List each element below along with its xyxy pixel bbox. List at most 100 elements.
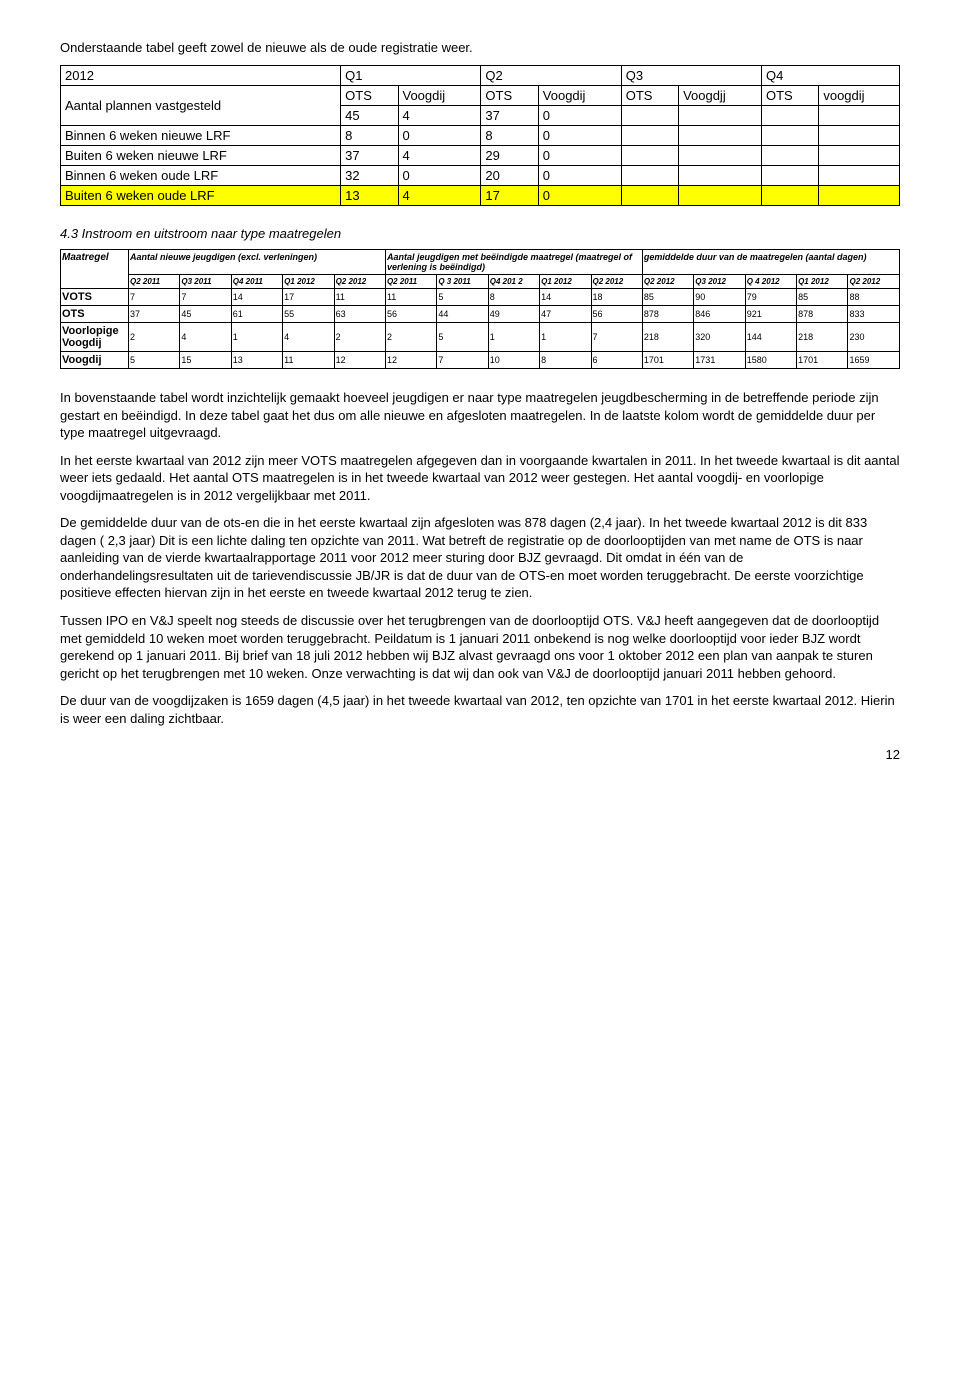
t2-group2: Aantal jeugdigen met beëindigde maatrege… — [385, 250, 642, 275]
t1-r2-c3: 0 — [538, 146, 621, 166]
t2-group1: Aantal nieuwe jeugdigen (excl. verlening… — [129, 250, 386, 275]
t2-r0-c1: 7 — [180, 289, 231, 306]
t2-r3-c1: 15 — [180, 352, 231, 369]
t2-r2-c9: 7 — [591, 323, 642, 352]
t2-r3-c3: 11 — [283, 352, 334, 369]
t2-qh-9: Q2 2012 — [591, 275, 642, 289]
t2-r3-c11: 1731 — [694, 352, 745, 369]
t1-r4-c1: 4 — [398, 186, 481, 206]
t1-r1-c4 — [621, 126, 678, 146]
t2-r2-c4: 2 — [334, 323, 385, 352]
t2-r2-c13: 218 — [797, 323, 848, 352]
t2-r0-c8: 14 — [540, 289, 591, 306]
t1-q4: Q4 — [761, 66, 899, 86]
t1-h-voogdij1: Voogdij — [398, 86, 481, 106]
t2-r1-c12: 921 — [745, 306, 796, 323]
para-2: In het eerste kwartaal van 2012 zijn mee… — [60, 452, 900, 505]
t1-r3-c1: 0 — [398, 166, 481, 186]
t2-r3-c10: 1701 — [642, 352, 693, 369]
t2-r2-c14: 230 — [848, 323, 900, 352]
t2-r1-c11: 846 — [694, 306, 745, 323]
t2-r3-c8: 8 — [540, 352, 591, 369]
t1-r1-c7 — [819, 126, 900, 146]
t1-r0-c5 — [679, 106, 762, 126]
t2-r3-c12: 1580 — [745, 352, 796, 369]
t2-r1-c6: 44 — [437, 306, 488, 323]
t1-r1-c0: 8 — [341, 126, 398, 146]
t2-r1-c0: 37 — [129, 306, 180, 323]
t1-r0-c4 — [621, 106, 678, 126]
t2-r2-label: Voorlopige Voogdij — [61, 323, 129, 352]
t1-r3-c4 — [621, 166, 678, 186]
t1-r1-c3: 0 — [538, 126, 621, 146]
t1-r0-c2: 37 — [481, 106, 538, 126]
t1-r2-c1: 4 — [398, 146, 481, 166]
t1-q3: Q3 — [621, 66, 761, 86]
table-registration: 2012 Q1 Q2 Q3 Q4 Aantal plannen vastgest… — [60, 65, 900, 206]
t2-r1-label: OTS — [61, 306, 129, 323]
t1-r3-label: Binnen 6 weken oude LRF — [61, 166, 341, 186]
t1-r0-c7 — [819, 106, 900, 126]
t1-r0-c1: 4 — [398, 106, 481, 126]
t2-qh-10: Q2 2012 — [642, 275, 693, 289]
t1-year: 2012 — [61, 66, 341, 86]
t1-r4-c6 — [761, 186, 818, 206]
t2-r1-c7: 49 — [488, 306, 539, 323]
t2-r0-c2: 14 — [231, 289, 282, 306]
t1-r2-c2: 29 — [481, 146, 538, 166]
t2-qh-5: Q2 2011 — [385, 275, 436, 289]
t2-r0-label: VOTS — [61, 289, 129, 306]
t2-r3-c14: 1659 — [848, 352, 900, 369]
t2-r1-c3: 55 — [283, 306, 334, 323]
t1-r3-c6 — [761, 166, 818, 186]
t2-r0-c14: 88 — [848, 289, 900, 306]
t2-r2-c8: 1 — [540, 323, 591, 352]
t1-r4-c7 — [819, 186, 900, 206]
t2-r0-c10: 85 — [642, 289, 693, 306]
t2-qh-2: Q4 2011 — [231, 275, 282, 289]
t1-r2-c6 — [761, 146, 818, 166]
t2-qh-7: Q4 201 2 — [488, 275, 539, 289]
t1-r1-c2: 8 — [481, 126, 538, 146]
t2-r0-c3: 17 — [283, 289, 334, 306]
t1-r4-c0: 13 — [341, 186, 398, 206]
t2-r3-c6: 7 — [437, 352, 488, 369]
t2-r1-c2: 61 — [231, 306, 282, 323]
t2-r0-c5: 11 — [385, 289, 436, 306]
t1-h-voogdij2: Voogdij — [538, 86, 621, 106]
t2-r3-c4: 12 — [334, 352, 385, 369]
t2-r3-c2: 13 — [231, 352, 282, 369]
t2-r2-c3: 4 — [283, 323, 334, 352]
t2-r1-c8: 47 — [540, 306, 591, 323]
table-maatregel: Maatregel Aantal nieuwe jeugdigen (excl.… — [60, 249, 900, 369]
t2-r2-c7: 1 — [488, 323, 539, 352]
t1-r4-c2: 17 — [481, 186, 538, 206]
t2-r2-c10: 218 — [642, 323, 693, 352]
t1-r2-label: Buiten 6 weken nieuwe LRF — [61, 146, 341, 166]
t2-r0-c9: 18 — [591, 289, 642, 306]
t1-plannen-label: Aantal plannen vastgesteld — [61, 86, 341, 126]
t1-r1-c6 — [761, 126, 818, 146]
t2-r3-label: Voogdij — [61, 352, 129, 369]
t1-h-ots3: OTS — [621, 86, 678, 106]
t2-r0-c4: 11 — [334, 289, 385, 306]
t2-r0-c6: 5 — [437, 289, 488, 306]
t1-r3-c0: 32 — [341, 166, 398, 186]
t1-h-ots1: OTS — [341, 86, 398, 106]
t2-qh-13: Q1 2012 — [797, 275, 848, 289]
t1-r2-c7 — [819, 146, 900, 166]
t2-qh-14: Q2 2012 — [848, 275, 900, 289]
page-number: 12 — [60, 747, 900, 762]
t1-r3-c5 — [679, 166, 762, 186]
t1-r1-label: Binnen 6 weken nieuwe LRF — [61, 126, 341, 146]
t1-r0-c0: 45 — [341, 106, 398, 126]
t1-r3-c3: 0 — [538, 166, 621, 186]
t2-r0-c13: 85 — [797, 289, 848, 306]
t2-r0-c7: 8 — [488, 289, 539, 306]
t2-qh-11: Q3 2012 — [694, 275, 745, 289]
t2-qh-1: Q3 2011 — [180, 275, 231, 289]
t1-h-voogdij4: voogdij — [819, 86, 900, 106]
t1-r3-c7 — [819, 166, 900, 186]
t2-r1-c13: 878 — [797, 306, 848, 323]
t2-r1-c5: 56 — [385, 306, 436, 323]
